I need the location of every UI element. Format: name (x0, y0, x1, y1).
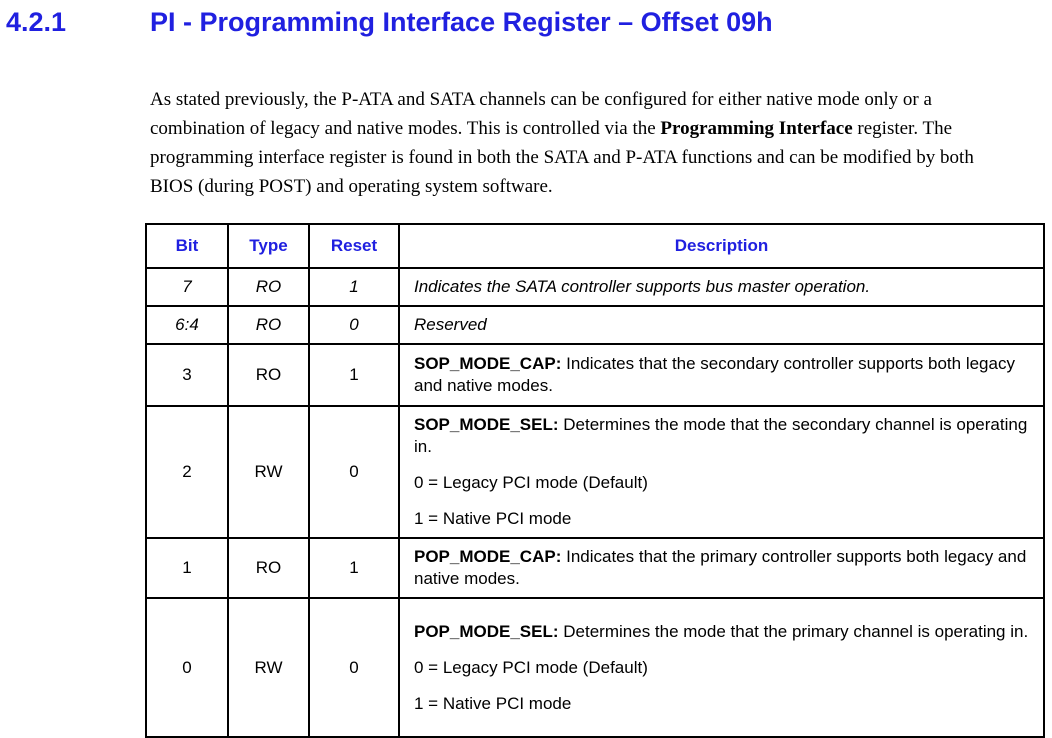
reset-cell: 0 (308, 405, 400, 539)
intro-text-after: register. The programming interface regi… (150, 118, 974, 197)
register-table: Bit Type Reset Description 7 RO 1 Indica… (145, 223, 1045, 738)
section-title: PI - Programming Interface Register – Of… (150, 7, 773, 37)
field-name: POP_MODE_SEL: (414, 621, 559, 641)
description-paragraph: 0 = Legacy PCI mode (Default) (414, 472, 1031, 494)
col-header-bit: Bit (145, 223, 229, 269)
field-name: SOP_MODE_SEL: (414, 415, 559, 434)
description-paragraph: SOP_MODE_CAP: Indicates that the seconda… (414, 353, 1031, 397)
description-cell: SOP_MODE_SEL: Determines the mode that t… (398, 405, 1045, 539)
register-table-container: Bit Type Reset Description 7 RO 1 Indica… (145, 223, 1045, 738)
intro-text-bold: Programming Interface (660, 118, 853, 139)
col-header-description: Description (398, 223, 1045, 269)
table-row-bit3: 3 RO 1 SOP_MODE_CAP: Indicates that the … (145, 343, 1045, 407)
table-row-bit2: 2 RW 0 SOP_MODE_SEL: Determines the mode… (145, 405, 1045, 539)
description-paragraph: SOP_MODE_SEL: Determines the mode that t… (414, 414, 1031, 458)
table-header-row: Bit Type Reset Description (145, 223, 1045, 269)
description-cell: POP_MODE_CAP: Indicates that the primary… (398, 537, 1045, 599)
section-heading: 4.2.1 PI - Programming Interface Registe… (6, 7, 773, 38)
description-paragraph: 1 = Native PCI mode (414, 693, 1031, 715)
description-text: Indicates the SATA controller supports b… (414, 277, 871, 296)
description-paragraph: 0 = Legacy PCI mode (Default) (414, 657, 1031, 679)
table-row-bit1: 1 RO 1 POP_MODE_CAP: Indicates that the … (145, 537, 1045, 599)
description-cell: Indicates the SATA controller supports b… (398, 267, 1045, 307)
bit-cell: 6:4 (145, 305, 229, 345)
description-paragraph: Indicates the SATA controller supports b… (414, 276, 1031, 298)
reset-cell: 1 (308, 537, 400, 599)
description-text: Reserved (414, 315, 487, 334)
bit-cell: 3 (145, 343, 229, 407)
col-header-reset: Reset (308, 223, 400, 269)
description-cell: SOP_MODE_CAP: Indicates that the seconda… (398, 343, 1045, 407)
description-paragraph: Reserved (414, 314, 1031, 336)
type-cell: RO (227, 305, 310, 345)
type-cell: RO (227, 343, 310, 407)
description-text: 0 = Legacy PCI mode (Default) (414, 473, 648, 492)
table-row-bit6-4: 6:4 RO 0 Reserved (145, 305, 1045, 345)
section-number: 4.2.1 (6, 7, 67, 37)
type-cell: RO (227, 537, 310, 599)
table-row-bit0: 0 RW 0 POP_MODE_SEL: Determines the mode… (145, 597, 1045, 738)
col-header-type: Type (227, 223, 310, 269)
table-row-bit7: 7 RO 1 Indicates the SATA controller sup… (145, 267, 1045, 307)
type-cell: RW (227, 597, 310, 738)
reset-cell: 0 (308, 597, 400, 738)
description-text: 1 = Native PCI mode (414, 509, 572, 528)
description-paragraph: POP_MODE_SEL: Determines the mode that t… (414, 621, 1031, 643)
type-cell: RO (227, 267, 310, 307)
bit-cell: 2 (145, 405, 229, 539)
description-paragraph: 1 = Native PCI mode (414, 508, 1031, 530)
field-name: SOP_MODE_CAP: (414, 354, 562, 373)
description-text: Determines the mode that the primary cha… (558, 621, 1029, 641)
bit-cell: 1 (145, 537, 229, 599)
description-text: Indicates that the primary controller su… (414, 547, 1027, 588)
reset-cell: 1 (308, 343, 400, 407)
description-text: Determines the mode that the secondary c… (414, 415, 1028, 456)
description-text: 1 = Native PCI mode (414, 693, 572, 713)
type-cell: RW (227, 405, 310, 539)
reset-cell: 0 (308, 305, 400, 345)
description-paragraph: POP_MODE_CAP: Indicates that the primary… (414, 546, 1031, 590)
description-cell: POP_MODE_SEL: Determines the mode that t… (398, 597, 1045, 738)
reset-cell: 1 (308, 267, 400, 307)
description-cell: Reserved (398, 305, 1045, 345)
bit-cell: 0 (145, 597, 229, 738)
field-name: POP_MODE_CAP: (414, 547, 562, 566)
description-text: Indicates that the secondary controller … (414, 354, 1015, 395)
intro-paragraph: As stated previously, the P-ATA and SATA… (150, 85, 1006, 201)
bit-cell: 7 (145, 267, 229, 307)
description-text: 0 = Legacy PCI mode (Default) (414, 657, 648, 677)
intro-text-before: As stated previously, the P-ATA and SATA… (150, 89, 932, 139)
